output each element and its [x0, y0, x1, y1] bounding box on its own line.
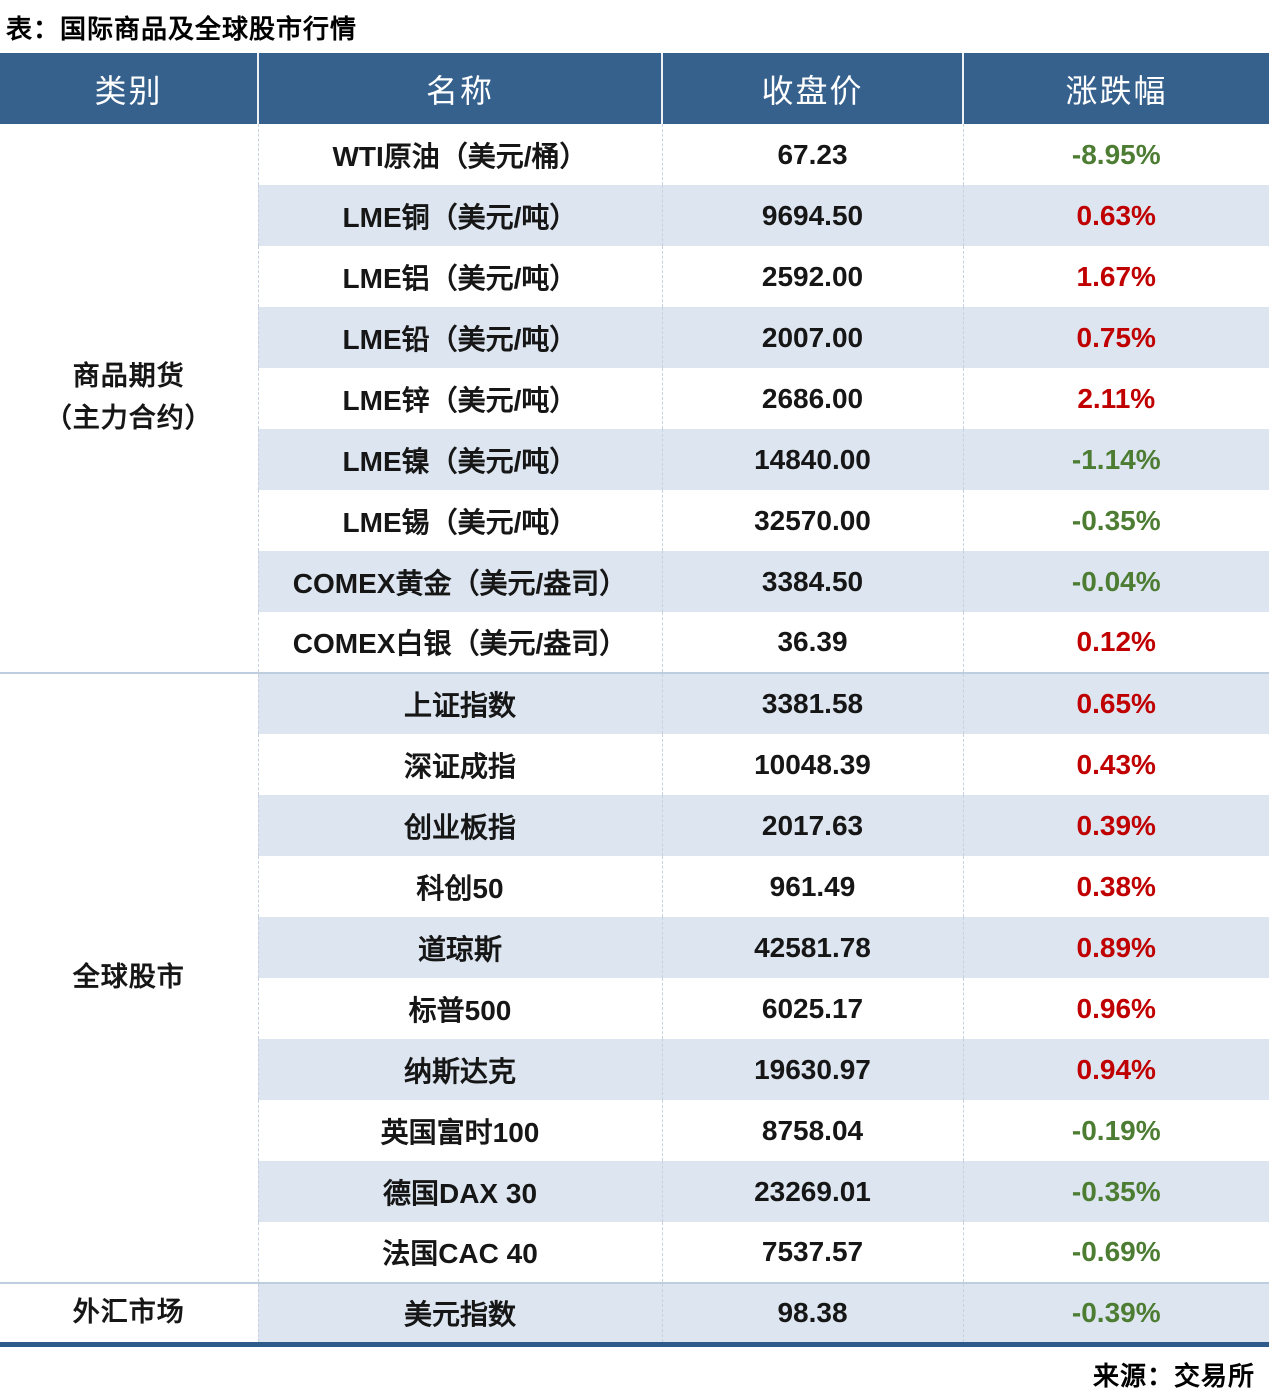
instrument-name-cell: 上证指数 [257, 672, 662, 734]
instrument-name-cell: 美元指数 [257, 1282, 662, 1344]
close-price-cell: 98.38 [661, 1282, 963, 1344]
change-percent-cell: -0.69% [962, 1222, 1269, 1283]
change-percent-cell: 0.12% [962, 612, 1269, 673]
change-percent-cell: 0.89% [962, 917, 1269, 978]
change-percent-cell: 0.38% [962, 856, 1269, 917]
instrument-name-cell: 德国DAX 30 [257, 1161, 662, 1222]
instrument-name-cell: 英国富时100 [257, 1100, 662, 1161]
close-price-cell: 19630.97 [661, 1039, 963, 1100]
change-percent-cell: -0.35% [962, 1161, 1269, 1222]
table-row: 科创50 961.49 0.38% [0, 856, 1269, 917]
table-row: LME铝（美元/吨） 2592.00 1.67% [0, 246, 1269, 307]
close-price-cell: 7537.57 [661, 1222, 963, 1283]
table-row: LME锌（美元/吨） 2686.00 2.11% [0, 368, 1269, 429]
instrument-name-cell: 深证成指 [257, 734, 662, 795]
instrument-name-cell: LME锌（美元/吨） [257, 368, 662, 429]
instrument-name-cell: LME铅（美元/吨） [257, 307, 662, 368]
change-percent-cell: -0.39% [962, 1282, 1269, 1344]
close-price-cell: 2017.63 [661, 795, 963, 856]
table-row: COMEX黄金（美元/盎司） 3384.50 -0.04% [0, 551, 1269, 612]
instrument-name-cell: LME铝（美元/吨） [257, 246, 662, 307]
close-price-cell: 36.39 [661, 612, 963, 673]
change-percent-cell: -0.04% [962, 551, 1269, 612]
close-price-cell: 2007.00 [661, 307, 963, 368]
instrument-name-cell: WTI原油（美元/桶） [257, 124, 662, 185]
instrument-name-cell: COMEX白银（美元/盎司） [257, 612, 662, 673]
instrument-name-cell: 纳斯达克 [257, 1039, 662, 1100]
market-table: 类别 名称 收盘价 涨跌幅 商品期货 （主力合约） WTI原油（美元/桶） 67.23… [0, 53, 1269, 1347]
instrument-name-cell: COMEX黄金（美元/盎司） [257, 551, 662, 612]
category-cell: 外汇市场 [0, 1282, 258, 1344]
table-row: LME镍（美元/吨） 14840.00 -1.14% [0, 429, 1269, 490]
table-row: 纳斯达克 19630.97 0.94% [0, 1039, 1269, 1100]
table-row: 商品期货 （主力合约） WTI原油（美元/桶） 67.23 -8.95% [0, 124, 1269, 673]
change-percent-cell: 0.75% [962, 307, 1269, 368]
table-row: LME锡（美元/吨） 32570.00 -0.35% [0, 490, 1269, 551]
close-price-cell: 32570.00 [661, 490, 963, 551]
close-price-cell: 6025.17 [661, 978, 963, 1039]
close-price-cell: 14840.00 [661, 429, 963, 490]
source-note: 来源：交易所 [1092, 1360, 1255, 1391]
col-header-name: 名称 [257, 53, 662, 124]
change-percent-cell: -0.19% [962, 1100, 1269, 1161]
instrument-name-cell: 创业板指 [257, 795, 662, 856]
page-title: 表：国际商品及全球股市行情 [6, 14, 358, 44]
change-percent-cell: 2.11% [962, 368, 1269, 429]
table-row: 道琼斯 42581.78 0.89% [0, 917, 1269, 978]
instrument-name-cell: LME镍（美元/吨） [257, 429, 662, 490]
instrument-name-cell: LME锡（美元/吨） [257, 490, 662, 551]
table-row: 创业板指 2017.63 0.39% [0, 795, 1269, 856]
change-percent-cell: -1.14% [962, 429, 1269, 490]
table-row: COMEX白银（美元/盎司） 36.39 0.12% [0, 612, 1269, 673]
instrument-name-cell: 标普500 [257, 978, 662, 1039]
category-line: 全球股市 [72, 962, 185, 993]
close-price-cell: 3384.50 [661, 551, 963, 612]
category-line: （主力合约） [44, 403, 213, 433]
table-row: 全球股市 上证指数 3381.58 0.65% [0, 672, 1269, 1283]
close-price-cell: 2686.00 [661, 368, 963, 429]
instrument-name-cell: 道琼斯 [257, 917, 662, 978]
col-header-category: 类别 [0, 53, 258, 124]
table-row: 深证成指 10048.39 0.43% [0, 734, 1269, 795]
change-percent-cell: 0.96% [962, 978, 1269, 1039]
category-cell: 商品期货 （主力合约） [0, 124, 258, 673]
close-price-cell: 9694.50 [661, 185, 963, 246]
close-price-cell: 2592.00 [661, 246, 963, 307]
col-header-change: 涨跌幅 [962, 53, 1269, 124]
change-percent-cell: 0.39% [962, 795, 1269, 856]
table-header: 类别 名称 收盘价 涨跌幅 [0, 53, 1269, 124]
change-percent-cell: 0.63% [962, 185, 1269, 246]
change-percent-cell: 0.65% [962, 672, 1269, 734]
table-row: 英国富时100 8758.04 -0.19% [0, 1100, 1269, 1161]
instrument-name-cell: 法国CAC 40 [257, 1222, 662, 1283]
instrument-name-cell: LME铜（美元/吨） [257, 185, 662, 246]
table-row: 法国CAC 40 7537.57 -0.69% [0, 1222, 1269, 1283]
table-row: LME铅（美元/吨） 2007.00 0.75% [0, 307, 1269, 368]
category-line: 外汇市场 [72, 1296, 185, 1327]
change-percent-cell: -0.35% [962, 490, 1269, 551]
header-row: 类别 名称 收盘价 涨跌幅 [0, 53, 1269, 124]
table-row: 德国DAX 30 23269.01 -0.35% [0, 1161, 1269, 1222]
change-percent-cell: 1.67% [962, 246, 1269, 307]
table-row: 标普500 6025.17 0.96% [0, 978, 1269, 1039]
close-price-cell: 23269.01 [661, 1161, 963, 1222]
instrument-name-cell: 科创50 [257, 856, 662, 917]
change-percent-cell: 0.94% [962, 1039, 1269, 1100]
col-header-close: 收盘价 [661, 53, 963, 124]
table-body: 商品期货 （主力合约） WTI原油（美元/桶） 67.23 -8.95% LME铜（美元/… [0, 124, 1269, 1344]
category-cell: 全球股市 [0, 672, 258, 1283]
close-price-cell: 67.23 [661, 124, 963, 185]
close-price-cell: 3381.58 [661, 672, 963, 734]
table-row: 外汇市场 美元指数 98.38 -0.39% [0, 1282, 1269, 1344]
change-percent-cell: 0.43% [962, 734, 1269, 795]
change-percent-cell: -8.95% [962, 124, 1269, 185]
close-price-cell: 961.49 [661, 856, 963, 917]
category-line: 商品期货 [72, 361, 185, 392]
close-price-cell: 8758.04 [661, 1100, 963, 1161]
close-price-cell: 42581.78 [661, 917, 963, 978]
table-row: LME铜（美元/吨） 9694.50 0.63% [0, 185, 1269, 246]
close-price-cell: 10048.39 [661, 734, 963, 795]
